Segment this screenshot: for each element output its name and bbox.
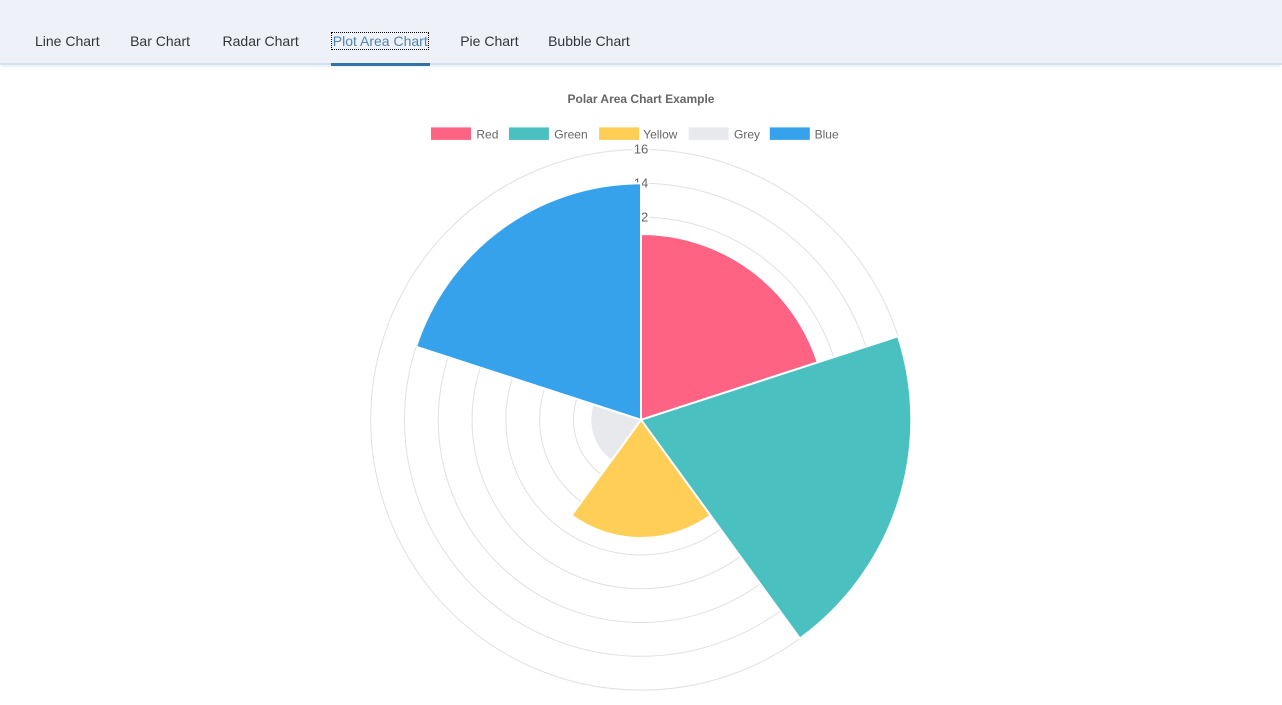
svg-text:16: 16 bbox=[634, 142, 648, 157]
svg-text:Yellow: Yellow bbox=[643, 127, 678, 141]
svg-text:Blue: Blue bbox=[815, 127, 839, 141]
svg-text:Grey: Grey bbox=[734, 127, 760, 141]
svg-text:Green: Green bbox=[554, 127, 587, 141]
svg-text:Polar Area Chart Example: Polar Area Chart Example bbox=[568, 92, 715, 106]
svg-text:Red: Red bbox=[476, 127, 498, 141]
